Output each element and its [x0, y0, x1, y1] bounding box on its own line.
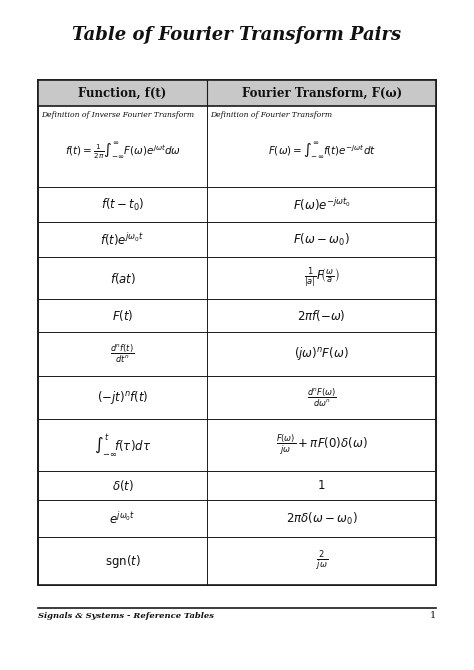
Text: $2\pi f(-\omega)$: $2\pi f(-\omega)$ [297, 308, 346, 323]
Bar [38, 80, 436, 585]
Text: $\frac{d^n F(\omega)}{d\omega^n}$: $\frac{d^n F(\omega)}{d\omega^n}$ [307, 386, 337, 409]
Text: Fourier Transform, F(ω): Fourier Transform, F(ω) [242, 86, 401, 100]
Text: $f(t - t_0)$: $f(t - t_0)$ [101, 196, 145, 212]
Text: Function, f(t): Function, f(t) [79, 86, 167, 100]
Text: $e^{j\omega_0 t}$: $e^{j\omega_0 t}$ [109, 511, 136, 527]
Bar [38, 80, 436, 106]
Text: $f(t)e^{j\omega_0 t}$: $f(t)e^{j\omega_0 t}$ [100, 231, 145, 248]
Text: $1$: $1$ [318, 479, 326, 492]
Text: $F(\omega - \omega_0)$: $F(\omega - \omega_0)$ [293, 232, 350, 248]
Text: $\delta(t)$: $\delta(t)$ [111, 478, 134, 493]
Text: $f(at)$: $f(at)$ [109, 271, 136, 285]
Text: $\int_{-\infty}^{t}\!f(\tau)d\tau$: $\int_{-\infty}^{t}\!f(\tau)d\tau$ [94, 432, 151, 458]
Text: $\frac{2}{j\omega}$: $\frac{2}{j\omega}$ [316, 549, 328, 574]
Text: $\frac{1}{|a|}F\!\left(\frac{\omega}{a}\right)$: $\frac{1}{|a|}F\!\left(\frac{\omega}{a}\… [304, 266, 339, 290]
Text: Table of Fourier Transform Pairs: Table of Fourier Transform Pairs [73, 26, 401, 44]
Text: $\frac{d^n f(t)}{dt^n}$: $\frac{d^n f(t)}{dt^n}$ [110, 342, 135, 365]
Text: $(-jt)^n f(t)$: $(-jt)^n f(t)$ [97, 389, 148, 406]
Text: $(j\omega)^n F(\omega)$: $(j\omega)^n F(\omega)$ [294, 345, 349, 362]
Text: $\frac{F(\omega)}{j\omega} + \pi F(0)\delta(\omega)$: $\frac{F(\omega)}{j\omega} + \pi F(0)\de… [276, 433, 367, 457]
Text: Definition of Fourier Transform: Definition of Fourier Transform [210, 111, 332, 119]
Text: $F(\omega)e^{-j\omega t_0}$: $F(\omega)e^{-j\omega t_0}$ [292, 196, 351, 213]
Text: $\mathrm{sgn}(t)$: $\mathrm{sgn}(t)$ [105, 553, 140, 570]
Text: Signals & Systems - Reference Tables: Signals & Systems - Reference Tables [38, 612, 214, 620]
Text: Definition of Inverse Fourier Transform: Definition of Inverse Fourier Transform [41, 111, 194, 119]
Text: $F(t)$: $F(t)$ [112, 308, 133, 323]
Text: $F(\omega) = \int_{-\infty}^{\infty}f(t)e^{-j\omega t}dt$: $F(\omega) = \int_{-\infty}^{\infty}f(t)… [267, 141, 375, 160]
Text: $2\pi\delta(\omega - \omega_0)$: $2\pi\delta(\omega - \omega_0)$ [286, 511, 357, 527]
Text: $f(t) = \frac{1}{2\pi}\int_{-\infty}^{\infty}F(\omega)e^{j\omega t}d\omega$: $f(t) = \frac{1}{2\pi}\int_{-\infty}^{\i… [64, 141, 181, 160]
Text: 1: 1 [430, 612, 436, 620]
